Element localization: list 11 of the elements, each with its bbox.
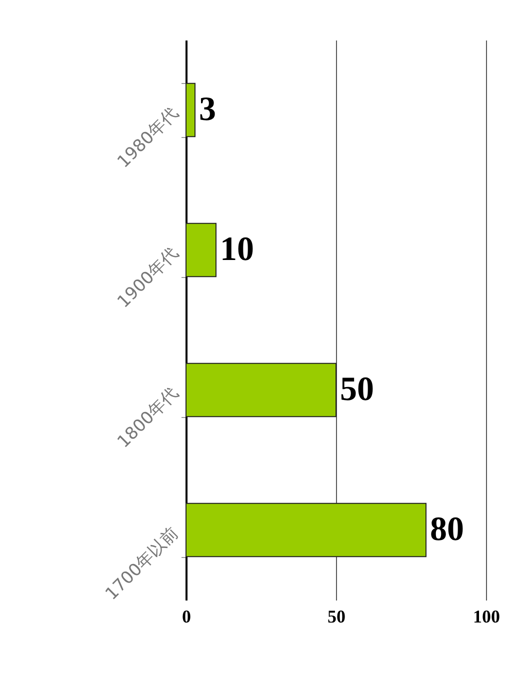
data-label: 80 — [430, 511, 464, 548]
bar — [186, 362, 336, 418]
x-tick-label: 100 — [473, 606, 500, 626]
bar — [186, 222, 216, 278]
bar — [186, 502, 426, 558]
x-tick-label: 50 — [328, 606, 346, 626]
data-label: 50 — [340, 371, 374, 408]
data-label: 10 — [220, 231, 254, 268]
data-label: 3 — [199, 91, 216, 128]
x-tick-label: 0 — [182, 606, 191, 626]
bar — [186, 82, 196, 138]
